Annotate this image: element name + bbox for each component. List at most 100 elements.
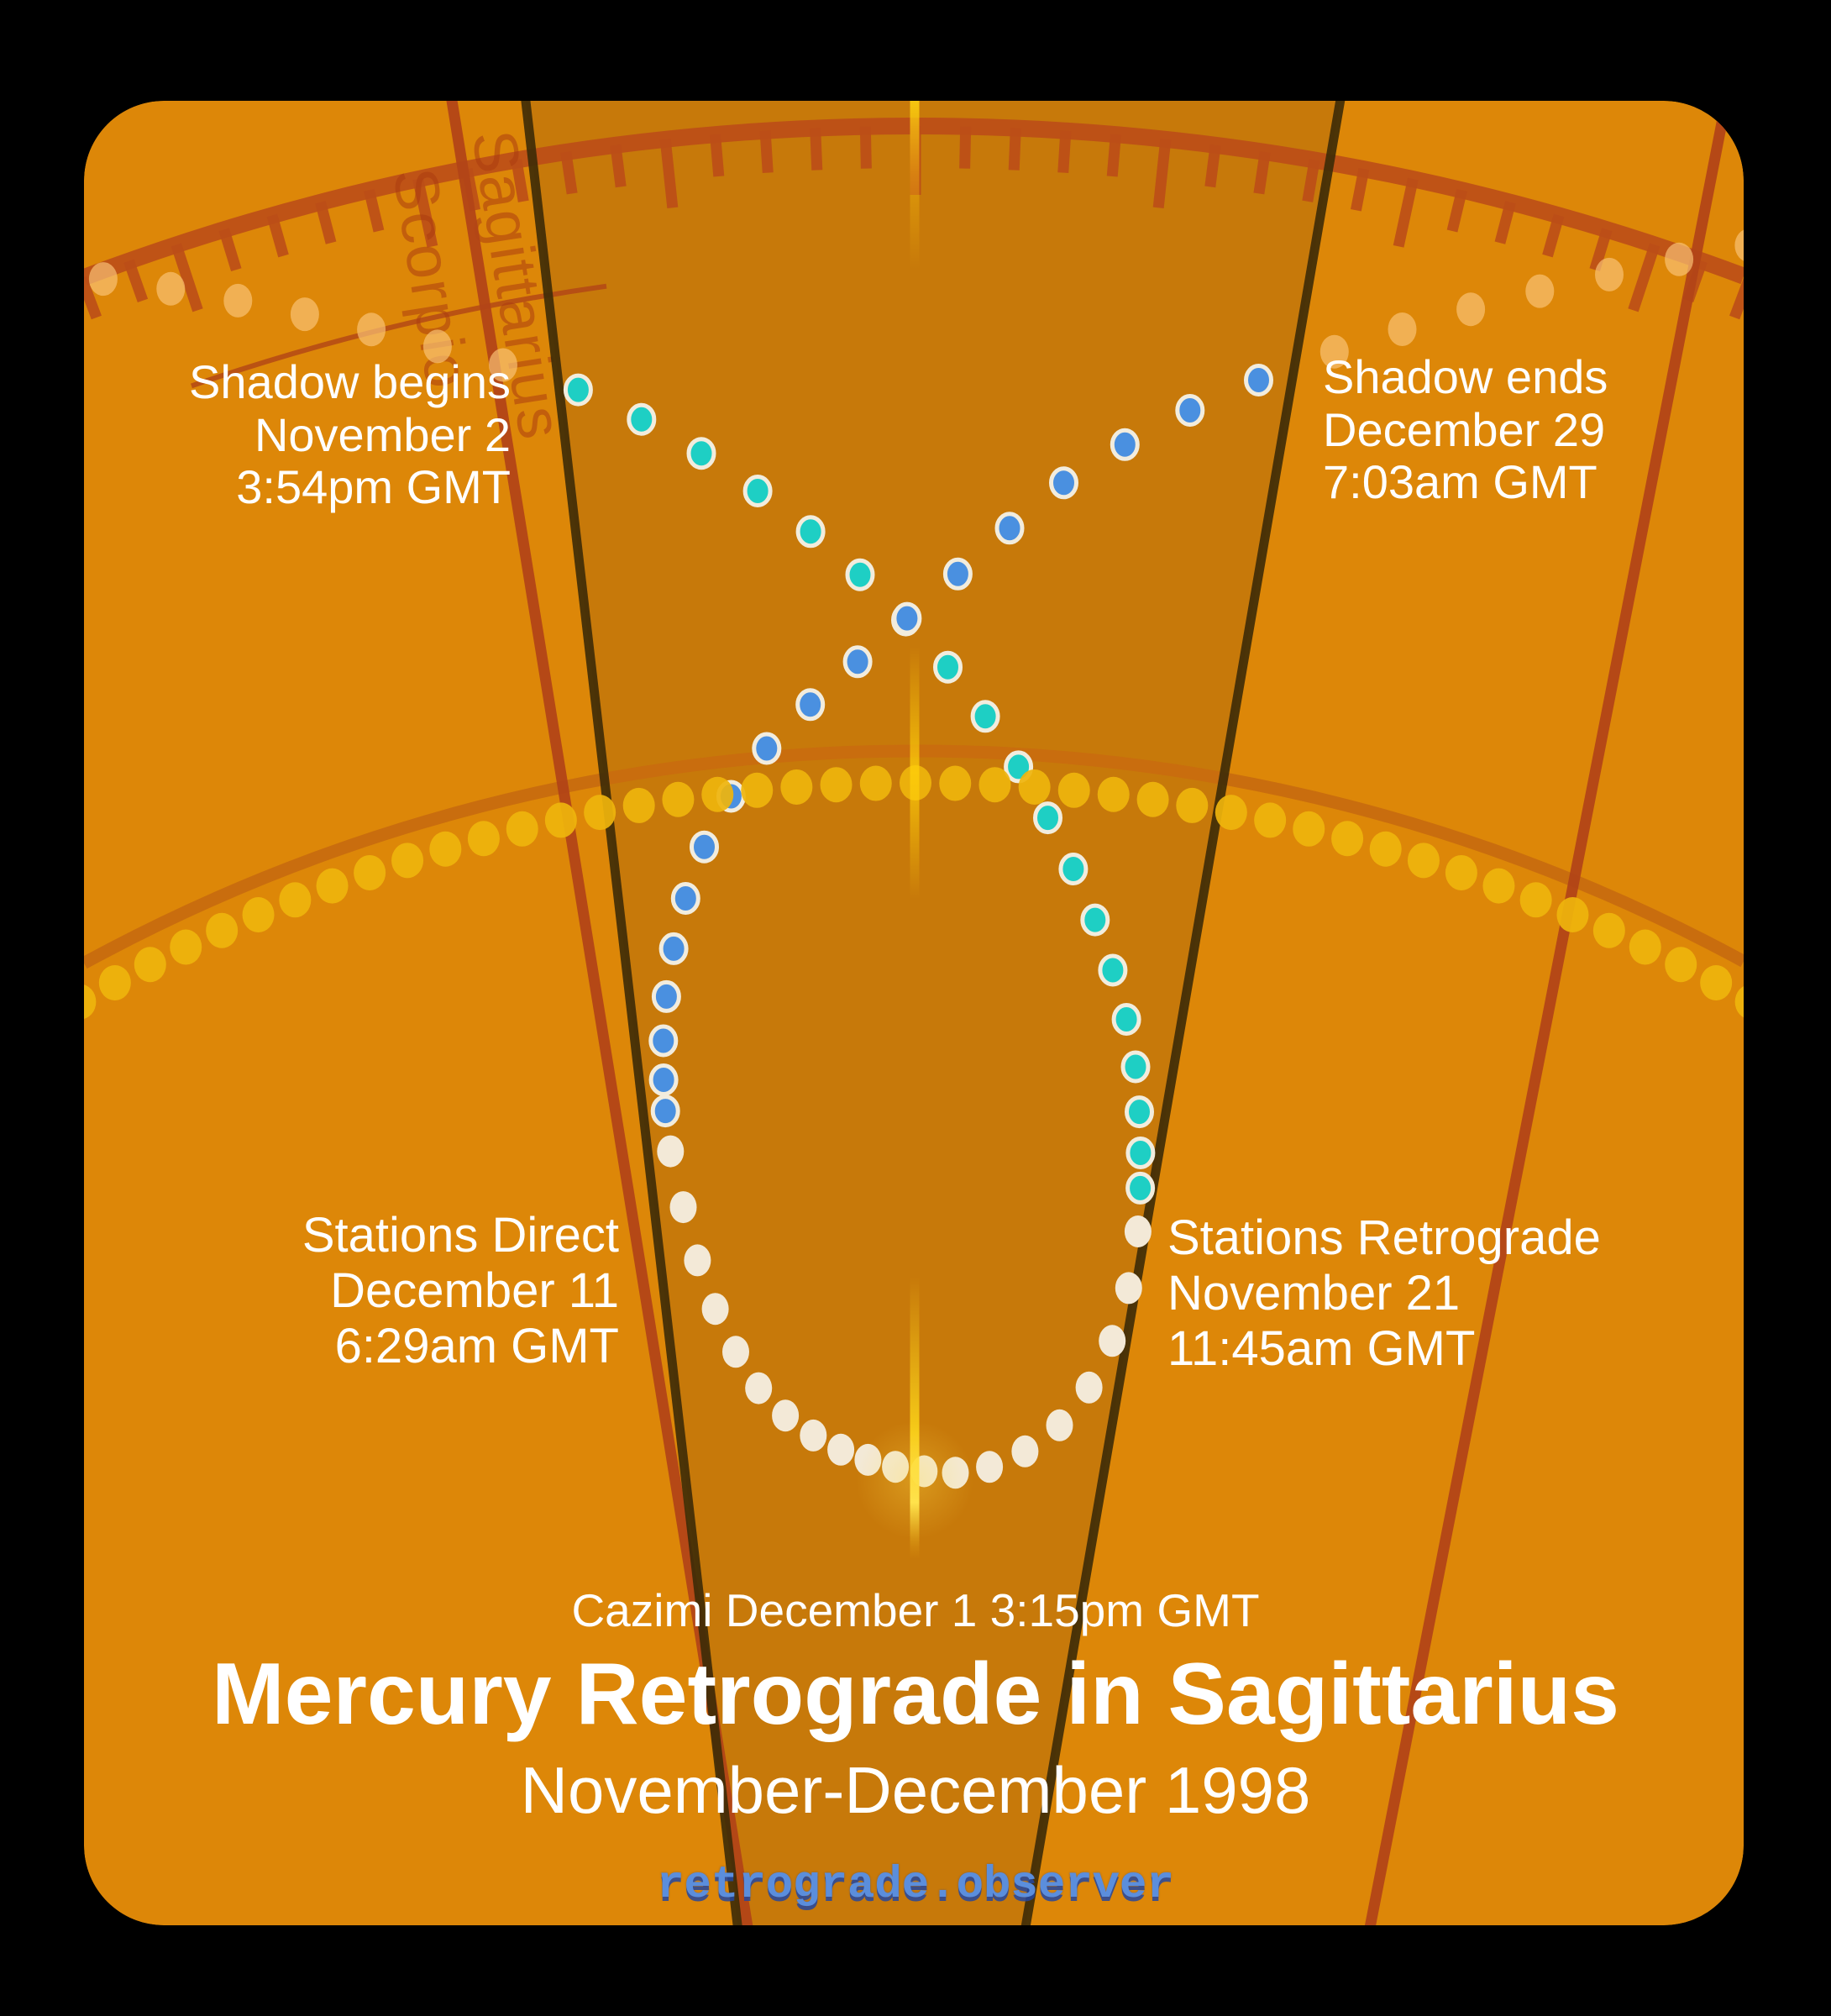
- shadow-begins-line3: 3:54pm GMT: [236, 460, 511, 514]
- degree-tick: [1253, 151, 1271, 195]
- mercury-dot-pre-shadow: [489, 348, 517, 382]
- sun-dot: [978, 767, 1011, 803]
- sun-dot: [429, 831, 462, 867]
- degree-tick: [959, 126, 972, 169]
- mercury-dot-direct-out-shadow: [670, 882, 700, 915]
- degree-tick: [1494, 201, 1516, 244]
- shadow-boundary-line-right: [1020, 101, 1349, 1925]
- stations-direct-line2: December 11: [330, 1263, 619, 1319]
- degree-tick: [1204, 144, 1221, 188]
- sun-dot: [662, 781, 695, 817]
- mercury-dot-pre-shadow: [88, 262, 118, 297]
- degree-tick: [315, 201, 337, 244]
- degree-tick: [560, 151, 578, 195]
- degree-tick: [266, 213, 289, 258]
- mercury-dot-post-shadow: [1319, 334, 1349, 369]
- shadow-begins-annotation: Shadow begins November 2 3:54pm GMT: [189, 355, 511, 514]
- degree-tick: [610, 144, 627, 188]
- sun-dot: [1519, 882, 1552, 918]
- sun-dot: [1097, 776, 1130, 812]
- page-subtitle: November-December 1998: [520, 1753, 1311, 1827]
- sun-dot: [1215, 795, 1247, 831]
- mercury-dot-retrograde: [722, 1336, 749, 1368]
- shadow-ends-line1: Shadow ends: [1323, 350, 1608, 403]
- stations-direct-line1: Stations Direct: [302, 1208, 619, 1263]
- mercury-dot-direct-into-shadow: [1058, 853, 1089, 885]
- sun-dot: [741, 772, 774, 808]
- shadow-zone-wedge: [523, 101, 1344, 1925]
- sun-dot: [316, 868, 349, 904]
- degree-tick: [1393, 177, 1419, 248]
- sun-dot: [467, 821, 500, 857]
- mercury-dot-direct-into-shadow: [1125, 1095, 1154, 1129]
- mercury-dot-pre-shadow: [290, 297, 319, 332]
- sun-dot: [820, 767, 853, 803]
- sun-dot: [1176, 787, 1209, 823]
- mercury-dot-pre-shadow: [223, 283, 253, 318]
- stations-retrograde-line2: November 21: [1167, 1266, 1461, 1321]
- degree-tick: [1628, 243, 1660, 312]
- sun-dot: [1018, 769, 1051, 805]
- mercury-dot-direct-into-shadow: [1098, 953, 1128, 987]
- mercury-dot-direct-out-shadow: [1175, 394, 1205, 427]
- stations-direct-line3: 6:29am GMT: [334, 1319, 619, 1374]
- degree-tick: [1008, 128, 1021, 171]
- sun-dot: [354, 854, 386, 890]
- mercury-dot-retrograde: [669, 1191, 697, 1224]
- sun-dot: [1700, 964, 1733, 1000]
- cazimi-marker-top: [910, 101, 920, 269]
- mercury-dot-retrograde: [976, 1451, 1004, 1483]
- mercury-dot-pre-shadow: [422, 329, 452, 364]
- mercury-dot-direct-into-shadow: [1125, 1137, 1156, 1169]
- watermark-link[interactable]: retrograde.observer: [657, 1860, 1174, 1911]
- mercury-dot-direct-out-shadow: [842, 645, 873, 679]
- sun-dot: [170, 929, 202, 965]
- mercury-dot-post-shadow: [1665, 242, 1694, 276]
- mercury-dot-retrograde: [800, 1419, 827, 1452]
- mercury-path: [88, 228, 1744, 1489]
- mercury-dot-direct-out-shadow: [1110, 428, 1140, 461]
- mercury-dot-retrograde: [745, 1372, 773, 1404]
- cazimi-glow: [856, 1421, 973, 1539]
- mercury-dot-direct-out-shadow: [648, 1063, 679, 1096]
- page-title: Mercury Retrograde in Sagittarius: [212, 1646, 1619, 1743]
- mercury-dot-direct-out-shadow: [1049, 466, 1078, 500]
- sun-dot: [1331, 821, 1364, 857]
- degree-tick: [1057, 130, 1072, 174]
- degree-tick: [1302, 159, 1320, 202]
- degree-tick: [859, 126, 872, 169]
- sun-dot: [279, 882, 312, 918]
- mercury-dot-direct-into-shadow: [742, 475, 773, 507]
- mercury-dot-post-shadow: [1456, 292, 1486, 327]
- degree-tick: [84, 276, 102, 320]
- sun-dot: [584, 795, 616, 831]
- mercury-dot-direct-into-shadow: [1033, 801, 1062, 835]
- sun-dot: [134, 947, 166, 983]
- degree-tick: [759, 130, 774, 174]
- sun-dot: [1665, 947, 1697, 983]
- stations-retrograde-annotation: Stations Retrograde November 21 11:45am …: [1167, 1210, 1601, 1377]
- mercury-dot-direct-out-shadow: [795, 688, 826, 722]
- mercury-dot-retrograde: [684, 1244, 711, 1277]
- mercury-dot-post-shadow: [1595, 257, 1624, 291]
- stations-direct-annotation: Stations Direct December 11 6:29am GMT: [302, 1208, 619, 1374]
- sun-dot: [1369, 831, 1402, 867]
- mercury-dot-direct-out-shadow: [1244, 364, 1273, 396]
- stations-retrograde-line3: 11:45am GMT: [1167, 1321, 1476, 1377]
- degree-tick: [412, 177, 438, 248]
- sign-label-underline-arc: [191, 283, 607, 389]
- mercury-dot-retrograde: [1075, 1371, 1103, 1404]
- degree-tick: [123, 259, 149, 303]
- sign-boundary-line-right: [1363, 101, 1736, 1925]
- mercury-dot-direct-out-shadow: [892, 601, 922, 635]
- shadow-boundary-line-left: [518, 101, 743, 1925]
- sun-dot: [98, 964, 131, 1000]
- mercury-dot-retrograde: [772, 1399, 800, 1432]
- mercury-dot-retrograde: [701, 1293, 729, 1326]
- stations-retrograde-line1: Stations Retrograde: [1167, 1210, 1601, 1265]
- mercury-dot-post-shadow: [1734, 228, 1744, 263]
- mercury-dot-direct-into-shadow: [686, 437, 716, 470]
- mercury-dot-retrograde: [1115, 1272, 1142, 1305]
- sun-dot: [1734, 984, 1744, 1020]
